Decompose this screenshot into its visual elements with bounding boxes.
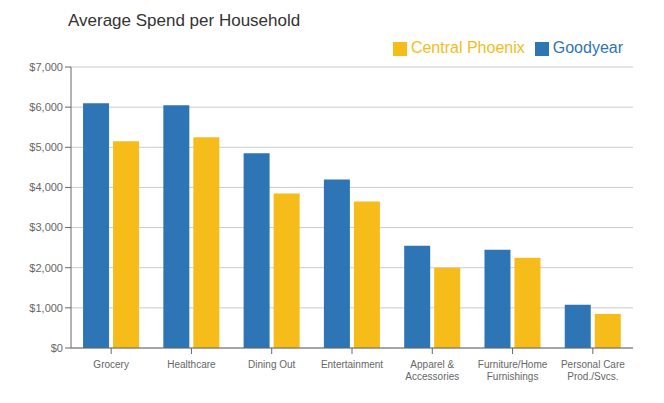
html-text:Average Spend per Household: Average Spend per Household bbox=[68, 11, 301, 30]
svg-text:Apparel &Accessories: Apparel &Accessories bbox=[405, 359, 459, 382]
html-text:Goodyear: Goodyear bbox=[552, 39, 623, 56]
svg-text:$3,000: $3,000 bbox=[29, 221, 63, 233]
svg-text:$0: $0 bbox=[51, 342, 63, 354]
svg-text:Entertainment: Entertainment bbox=[321, 359, 383, 370]
svg-text:$1,000: $1,000 bbox=[29, 302, 63, 314]
svg-text:Grocery: Grocery bbox=[93, 359, 129, 370]
svg-text:$7,000: $7,000 bbox=[29, 61, 63, 73]
svg-text:Personal CareProd./Svcs.: Personal CareProd./Svcs. bbox=[561, 359, 625, 382]
svg-text:Healthcare: Healthcare bbox=[167, 359, 216, 370]
svg-text:$5,000: $5,000 bbox=[29, 141, 63, 153]
html-text:Central Phoenix: Central Phoenix bbox=[410, 39, 525, 56]
svg-text:Dining Out: Dining Out bbox=[248, 359, 295, 370]
svg-text:$4,000: $4,000 bbox=[29, 181, 63, 193]
svg-text:$6,000: $6,000 bbox=[29, 101, 63, 113]
svg-text:Furniture/HomeFurnishings: Furniture/HomeFurnishings bbox=[478, 359, 548, 382]
svg-text:$2,000: $2,000 bbox=[29, 262, 63, 274]
